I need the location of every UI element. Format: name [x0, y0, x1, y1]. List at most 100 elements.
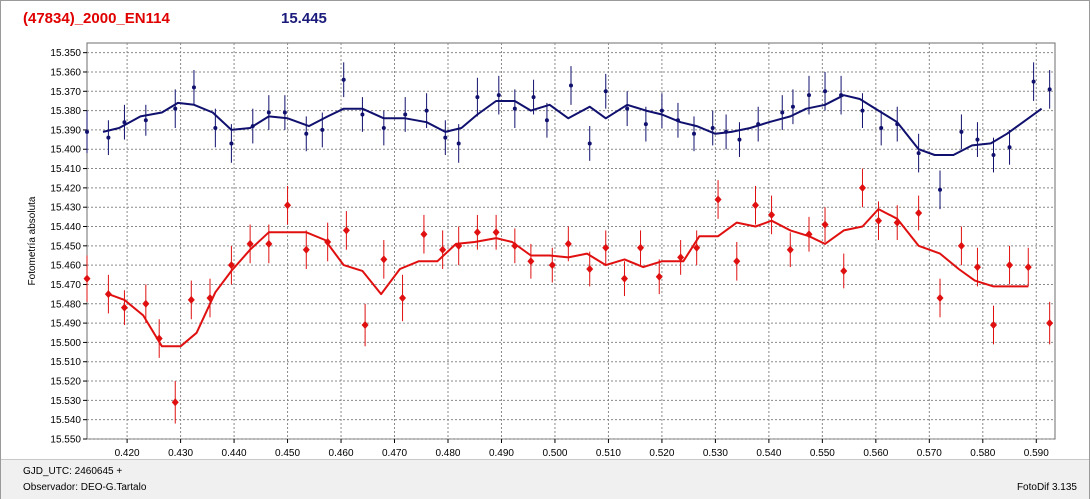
y-tick-label: 15.350: [50, 48, 81, 59]
y-tick-label: 15.370: [50, 87, 81, 98]
data-point: [106, 135, 111, 140]
object-title: (47834)_2000_EN114: [23, 10, 170, 27]
x-tick-label: 0.520: [649, 448, 674, 459]
x-tick-label: 0.530: [703, 448, 728, 459]
data-point: [957, 241, 965, 250]
data-point: [473, 228, 481, 237]
data-point: [265, 239, 273, 248]
data-point: [840, 266, 848, 275]
x-tick-label: 0.580: [970, 448, 995, 459]
data-point: [692, 131, 697, 136]
y-tick-label: 15.470: [50, 280, 81, 291]
data-point: [122, 120, 127, 125]
data-point: [586, 265, 594, 274]
data-point: [475, 95, 480, 100]
data-point: [213, 125, 218, 130]
data-point: [456, 141, 461, 146]
data-point: [893, 218, 901, 227]
data-point: [879, 125, 884, 130]
data-point: [677, 253, 685, 262]
data-point: [936, 293, 944, 302]
data-point: [714, 195, 722, 204]
data-point: [360, 112, 365, 117]
data-point: [342, 226, 350, 235]
data-point: [171, 398, 179, 407]
data-point: [975, 137, 980, 142]
data-point: [733, 257, 741, 266]
data-point: [120, 303, 128, 312]
data-point: [569, 83, 573, 88]
data-point: [603, 89, 608, 94]
data-point: [839, 93, 844, 98]
data-point: [895, 122, 900, 127]
data-point: [246, 239, 254, 248]
data-point: [643, 122, 648, 127]
y-tick-label: 15.510: [50, 357, 81, 368]
data-point: [790, 104, 795, 109]
x-tick-label: 0.430: [168, 448, 193, 459]
data-point: [1047, 87, 1052, 92]
data-point: [724, 129, 729, 134]
data-point: [83, 274, 91, 283]
data-point: [424, 108, 429, 113]
plot-area: [86, 42, 1056, 440]
data-point: [284, 201, 292, 210]
data-point: [227, 261, 235, 270]
data-point: [361, 321, 369, 330]
data-point: [455, 241, 463, 250]
data-point: [381, 125, 386, 130]
x-tick-label: 0.540: [756, 448, 781, 459]
data-point: [959, 129, 964, 134]
data-series: [83, 62, 1054, 424]
data-point: [443, 135, 448, 140]
data-point: [1046, 319, 1054, 328]
data-point: [768, 210, 776, 219]
data-point: [143, 118, 148, 123]
y-axis-label: Fotometría absoluta: [27, 196, 38, 285]
data-point: [602, 243, 610, 252]
data-point: [625, 106, 630, 111]
data-point: [938, 187, 943, 192]
y-tick-label: 15.550: [50, 435, 81, 446]
data-point: [752, 201, 760, 210]
data-point: [637, 243, 645, 252]
gjd-label: GJD_UTC: 2460645 +: [23, 466, 123, 477]
y-tick-label: 15.420: [50, 183, 81, 194]
y-tick-label: 15.490: [50, 319, 81, 330]
x-tick-label: 0.470: [382, 448, 407, 459]
data-point: [693, 243, 701, 252]
data-point: [420, 230, 428, 239]
data-point: [187, 295, 195, 304]
x-tick-label: 0.500: [542, 448, 567, 459]
x-tick-label: 0.510: [596, 448, 621, 459]
data-point: [282, 110, 287, 115]
data-point: [229, 141, 234, 146]
data-point: [659, 108, 664, 113]
x-tick-label: 0.440: [222, 448, 247, 459]
data-point: [544, 118, 549, 123]
light-curve-chart: 15.350 15.360 15.370 15.380 15.390 15.400 15.4…: [27, 42, 1056, 459]
data-point: [527, 257, 535, 266]
mean-magnitude: 15.445: [281, 10, 327, 27]
data-point: [916, 151, 921, 156]
data-point: [786, 245, 794, 254]
data-point: [266, 110, 271, 115]
data-point: [403, 112, 408, 117]
data-point: [1031, 79, 1036, 84]
x-tick-label: 0.450: [275, 448, 300, 459]
y-tick-label: 15.440: [50, 222, 81, 233]
data-point: [439, 245, 447, 254]
y-tick-label: 15.540: [50, 415, 81, 426]
data-point: [512, 106, 517, 111]
y-tick-label: 15.450: [50, 241, 81, 252]
data-point: [142, 299, 150, 308]
x-tick-label: 0.570: [917, 448, 942, 459]
data-point: [250, 124, 255, 129]
data-point: [548, 261, 556, 270]
data-point: [511, 241, 519, 250]
x-tick-label: 0.460: [329, 448, 354, 459]
data-point: [973, 263, 981, 272]
data-point: [531, 95, 536, 100]
observer-label: Observador: DEO-G.Tartalo: [23, 482, 147, 493]
